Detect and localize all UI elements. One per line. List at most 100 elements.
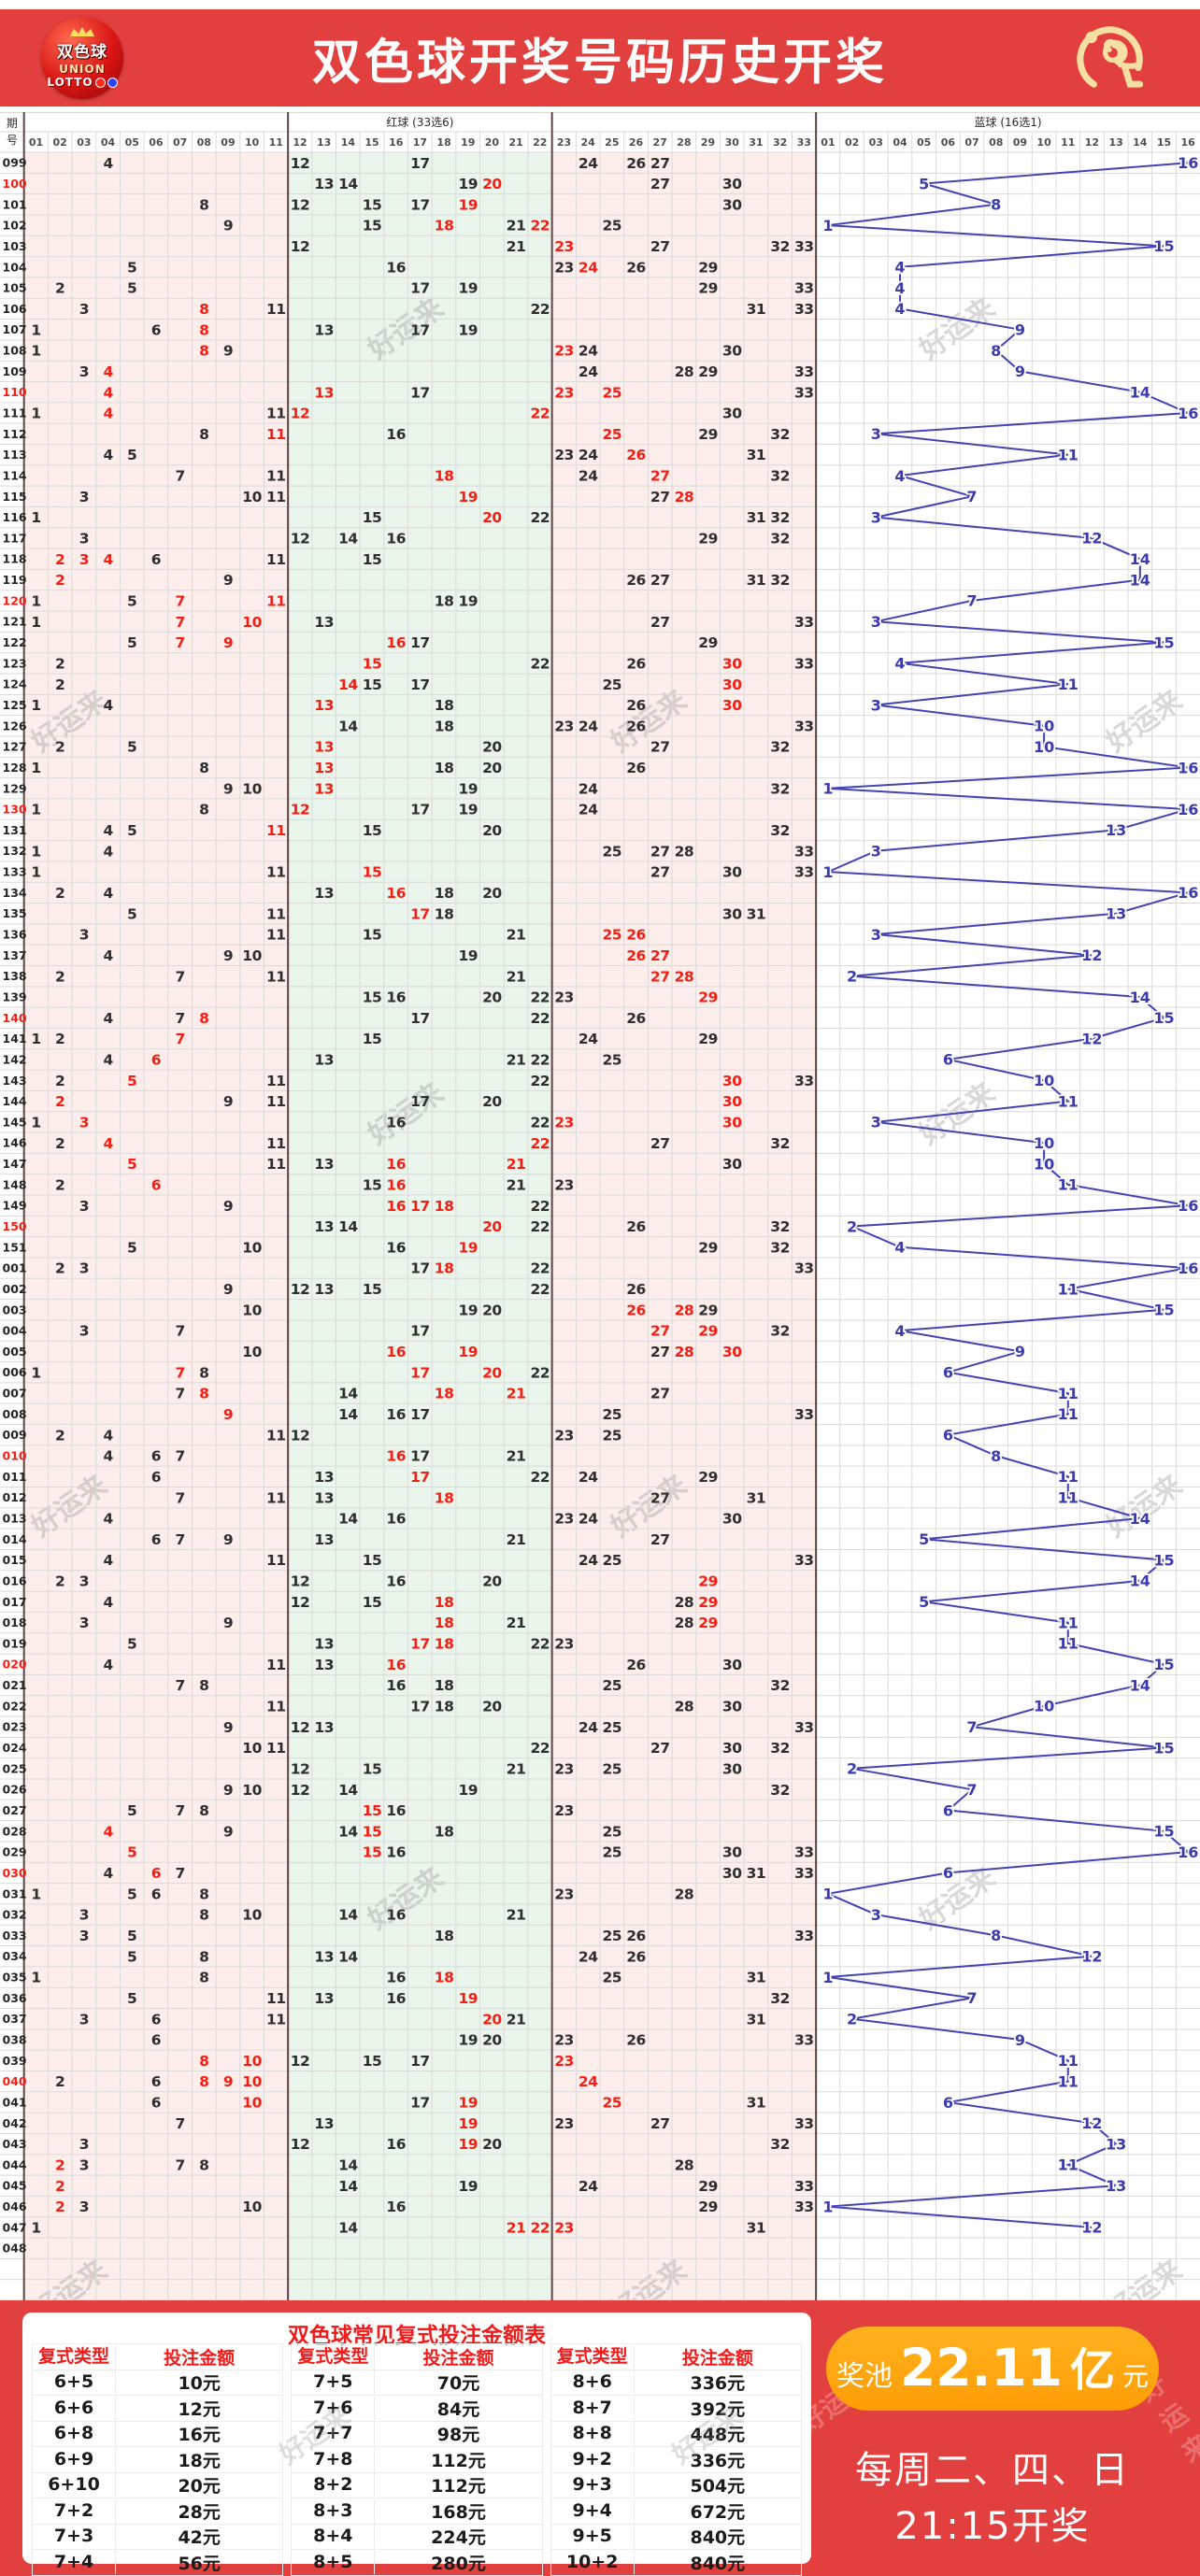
blue-ball: 3 [871,1114,881,1131]
draw-row: 036 5 11 13 16 19 32 7 [3,1987,979,2009]
blue-ball: 12 [1081,2219,1102,2237]
red-ball: 5 [127,1802,136,1819]
blue-ball: 4 [894,467,905,485]
bet-amount: 112元 [431,2450,486,2471]
blue-ball: 3 [871,508,881,526]
red-ball: 27 [650,739,670,756]
bet-col-amount-header: 投注金额 [422,2347,494,2369]
red-ball: 30 [722,655,742,672]
red-ball: 25 [603,2095,622,2112]
draw-row: 122 5 7 9 16 17 29 15 [3,633,1177,654]
red-ball: 30 [722,343,742,360]
red-ball: 9 [223,1198,233,1215]
draw-row: 120 1 5 7 11 18 19 7 [3,591,979,612]
red-ball: 31 [747,301,766,318]
red-ball: 28 [675,1594,694,1611]
draw-row: 040 2 6 8 9 10 24 11 [3,2071,1080,2093]
red-ball: 30 [722,905,742,922]
period-label: 117 [3,531,27,545]
red-ball: 13 [314,384,334,401]
red-ball: 10 [242,1239,262,1256]
bet-amount: 336元 [690,2373,746,2395]
red-ball: 33 [794,1073,814,1089]
period-label: 105 [3,281,27,295]
red-ball: 25 [603,426,622,443]
period-label: 017 [3,1595,27,1609]
draw-row: 034 5 8 13 14 24 26 12 [3,1946,1105,1968]
red-ball: 4 [103,885,113,902]
red-ball: 9 [223,1823,233,1840]
blue-ball: 4 [894,1322,905,1340]
red-ball: 16 [386,1406,406,1423]
draw-row: 118 2 3 4 6 11 15 14 [3,548,1152,570]
red-ball: 1 [31,1970,40,1986]
blue-ball: 12 [1081,1947,1102,1965]
red-ball: 16 [386,2136,406,2153]
red-ball: 18 [435,905,454,922]
blue-ball: 15 [1153,1551,1174,1569]
red-ball: 7 [175,1531,184,1548]
period-label: 145 [3,1115,27,1129]
red-ball: 23 [554,1886,574,1902]
bet-row: 7+3 42元 [32,2523,284,2550]
red-ball: 20 [482,1302,502,1318]
red-ball: 11 [266,822,286,839]
red-ball: 14 [338,176,358,192]
red-ball: 17 [410,1448,430,1465]
red-ball: 13 [314,1156,334,1173]
blue-ball: 12 [1081,946,1102,964]
red-ball: 11 [266,551,286,568]
blue-ball: 11 [1058,2156,1079,2174]
red-ball: 3 [79,2199,89,2215]
red-ball: 33 [794,1865,814,1882]
red-ball: 2 [55,1176,64,1193]
red-ball: 8 [199,321,208,338]
svg-text:01: 01 [29,136,43,149]
red-ball: 30 [722,196,742,213]
red-ball: 25 [603,1427,622,1444]
draw-row: 006 1 7 8 17 20 22 6 [3,1362,955,1384]
blue-ball: 10 [1034,1072,1054,1089]
red-ball: 24 [579,1031,598,1047]
red-ball: 30 [722,176,742,192]
red-ball: 8 [199,1948,208,1965]
mascot-icon [1077,26,1144,88]
red-ball: 22 [531,1010,550,1027]
draw-row: 109 3 4 24 28 29 33 9 [3,361,1027,382]
period-label: 111 [3,406,27,420]
red-ball: 14 [338,2178,358,2195]
svg-text:号: 号 [7,134,18,147]
red-ball: 33 [794,1719,814,1736]
red-ball: 16 [386,1657,406,1673]
period-label: 136 [3,928,27,942]
red-ball: 24 [579,1719,598,1736]
red-ball: 21 [507,2011,526,2028]
blue-ball: 16 [1178,801,1198,818]
period-label: 005 [3,1345,27,1359]
red-ball: 1 [31,1114,40,1131]
bet-amount: 168元 [431,2501,486,2523]
red-ball: 33 [794,655,814,672]
red-ball: 11 [266,1489,286,1506]
svg-text:01: 01 [821,136,835,149]
red-ball: 26 [626,572,646,589]
red-ball: 29 [698,2178,718,2195]
period-label: 139 [3,990,27,1004]
draw-row: 135 5 11 17 18 30 31 13 [3,904,1128,925]
period-label: 115 [3,490,27,504]
red-ball: 24 [579,2178,598,2195]
red-ball: 19 [459,176,479,192]
red-ball: 27 [650,238,670,255]
draw-row: 131 4 5 11 15 20 32 13 [3,819,1128,841]
red-ball: 26 [626,927,646,944]
red-ball: 1 [31,843,40,860]
red-ball: 9 [223,572,233,589]
red-ball: 4 [103,1010,113,1027]
bet-header-row: 复式类型 投注金额 [32,2343,284,2370]
red-ball: 31 [747,572,766,589]
blue-ball: 10 [1034,1698,1054,1715]
red-ball: 13 [314,1489,334,1506]
red-ball: 32 [770,572,790,589]
period-label: 039 [3,2054,27,2068]
period-label: 151 [3,1240,27,1254]
